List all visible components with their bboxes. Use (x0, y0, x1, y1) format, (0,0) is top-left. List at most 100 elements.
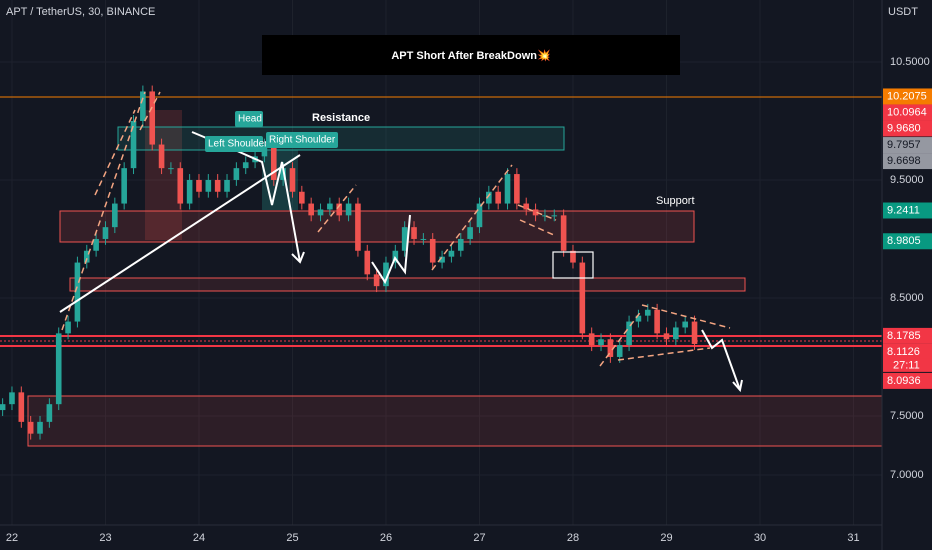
price-label-box (883, 104, 932, 121)
price-label: 9.9680 (887, 122, 921, 134)
candle-body (644, 309, 651, 316)
chart-title: APT Short After BreakDown💥 (391, 49, 551, 62)
candle-body (457, 238, 464, 251)
title-box (262, 35, 680, 75)
y-tick-label: 8.5000 (890, 292, 924, 304)
candle-body (336, 203, 343, 216)
y-tick-label: 7.5000 (890, 410, 924, 422)
candle-body (168, 168, 174, 170)
price-label-box (883, 327, 932, 344)
candle-body (429, 238, 436, 263)
candle-body (542, 215, 548, 217)
candle-body (551, 215, 558, 217)
tag (266, 132, 338, 148)
candle-body (46, 404, 53, 422)
price-label: 8.1785 (887, 330, 921, 342)
dashed-line (617, 347, 711, 361)
candle-body (130, 120, 137, 169)
candle-body (486, 191, 492, 204)
candle-body (308, 203, 314, 216)
candle-body (523, 203, 530, 210)
candle-body (224, 179, 230, 192)
candle-body (532, 209, 539, 216)
candle-body (616, 345, 623, 357)
dashed-line (519, 219, 557, 237)
x-tick-label: 23 (99, 532, 111, 544)
candle-body (242, 162, 249, 169)
grid (0, 0, 882, 525)
y-tick-label: 7.0000 (890, 469, 924, 481)
candle-body (37, 421, 43, 434)
dashed-line (317, 184, 357, 233)
candle-body (112, 203, 118, 228)
price-label: 8.0936 (887, 375, 921, 387)
candle-body (588, 333, 595, 346)
pattern-lines (61, 91, 731, 367)
candle-body (504, 174, 511, 204)
arrow-head (732, 379, 743, 393)
candle-body (299, 191, 305, 204)
neckline (59, 154, 301, 313)
candles (0, 85, 698, 440)
candle-body (411, 227, 417, 239)
y-tick-label: 9.5000 (890, 174, 924, 186)
tag (205, 136, 263, 152)
price-axis (882, 0, 932, 550)
candle-body (280, 168, 286, 180)
candle-body (560, 215, 567, 251)
x-tick-label: 30 (754, 532, 766, 544)
dashed-line (139, 91, 161, 131)
x-tick-label: 27 (473, 532, 485, 544)
candle-body (355, 203, 361, 251)
support-box (59, 210, 695, 243)
candle-body (233, 168, 240, 180)
x-tick-label: 29 (660, 532, 672, 544)
y-tick-label: 10.5000 (890, 56, 930, 68)
candle-body (401, 227, 408, 251)
x-tick-label: 26 (380, 532, 392, 544)
price-label-box (883, 88, 932, 105)
candle-body (196, 179, 202, 192)
tag-label: Left Shoulder (208, 139, 268, 150)
candle-body (626, 321, 632, 346)
dashed-line (517, 204, 557, 221)
price-label-box (883, 202, 932, 219)
price-label-box (883, 137, 932, 154)
candle-body (317, 209, 324, 216)
tag-label: Head (238, 114, 262, 125)
x-tick-label: 28 (567, 532, 579, 544)
candle-body (420, 238, 427, 240)
price-label: 10.2075 (887, 90, 927, 102)
candle-body (140, 91, 146, 121)
dashed-line (61, 91, 146, 331)
candle-body (65, 321, 71, 334)
dashed-line (94, 109, 136, 196)
arrow-head (291, 251, 305, 264)
zigzag (371, 214, 411, 285)
candle-body (0, 404, 6, 411)
tag (235, 111, 263, 127)
candle-body (570, 250, 576, 263)
resistance-box (117, 126, 565, 151)
candle-body (364, 250, 371, 275)
candle-body (373, 274, 380, 287)
candle-body (83, 250, 90, 263)
resistance-label: Resistance (312, 112, 370, 124)
candle-body (55, 333, 62, 405)
candle-body (270, 144, 277, 180)
axes: 10.5000 9.5000 8.5000 7.5000 7.0000 22 23 24 25 2… (6, 56, 932, 544)
support-label: Support (656, 195, 695, 207)
candle-body (467, 227, 473, 239)
candle-body (9, 392, 15, 405)
candle-body (579, 262, 586, 334)
highlight-box (552, 251, 594, 279)
candle-body (439, 256, 445, 263)
arrow-path (701, 329, 741, 391)
candle-body (691, 321, 698, 344)
candle-body (383, 262, 389, 287)
candle-body (476, 203, 483, 228)
dashed-line (641, 304, 731, 329)
